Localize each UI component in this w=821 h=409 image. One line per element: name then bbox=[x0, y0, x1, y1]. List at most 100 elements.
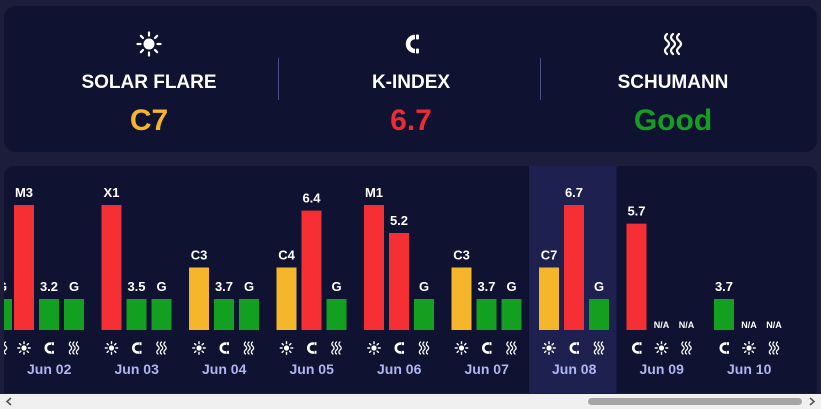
magnet-icon bbox=[719, 342, 729, 354]
sun-icon bbox=[742, 341, 756, 355]
magnet-icon bbox=[132, 342, 142, 354]
waves-icon bbox=[506, 341, 517, 355]
metric-value: 6.7 bbox=[390, 104, 432, 137]
date-label: Jun 04 bbox=[202, 361, 247, 377]
schumann-bar bbox=[64, 299, 84, 330]
schumann-bar bbox=[501, 299, 522, 330]
magnet-icon bbox=[569, 342, 579, 354]
sun-icon bbox=[367, 341, 381, 355]
na-label: N/A bbox=[741, 320, 757, 330]
sun-icon bbox=[104, 341, 119, 355]
flare-label: M3 bbox=[15, 185, 33, 200]
schumann-label: G bbox=[244, 279, 254, 294]
divider bbox=[278, 58, 279, 100]
day-group-partial: G bbox=[4, 279, 12, 355]
history-chart: G M3 3.2 G Jun 02 X1 3.5 G Jun 03 C3 3.7 G Jun 04 C4 6… bbox=[4, 166, 782, 393]
summary-card: SOLAR FLARE C7 K-INDEX 6.7 SCHUMANN Good bbox=[4, 6, 817, 152]
kp-label: 3.7 bbox=[477, 279, 495, 294]
kp-label: 3.5 bbox=[127, 279, 145, 294]
waves-icon bbox=[681, 341, 692, 355]
kp-bar bbox=[476, 299, 497, 330]
waves-icon bbox=[593, 341, 605, 355]
sun-icon bbox=[454, 341, 469, 355]
flare-bar bbox=[101, 205, 122, 330]
day-group-jun-10: 3.7 N/A N/A Jun 10 bbox=[714, 279, 782, 377]
day-group-jun-03: X1 3.5 G Jun 03 bbox=[101, 185, 172, 377]
date-label: Jun 09 bbox=[640, 361, 685, 377]
sun-icon bbox=[542, 341, 556, 355]
waves-icon bbox=[156, 341, 167, 355]
na-label: N/A bbox=[766, 320, 782, 330]
schumann-bar bbox=[414, 299, 434, 330]
kp-label: 3.7 bbox=[215, 279, 233, 294]
flare-bar bbox=[364, 205, 384, 330]
schumann-bar bbox=[4, 299, 12, 330]
schumann-bar bbox=[589, 299, 609, 330]
day-group-jun-09: 5.7 N/A N/A Jun 09 bbox=[626, 204, 695, 377]
date-label: Jun 06 bbox=[377, 361, 422, 377]
schumann-label: G bbox=[594, 279, 604, 294]
kp-bar bbox=[714, 299, 734, 330]
flare-label: M1 bbox=[365, 185, 383, 200]
metric-label: SOLAR FLARE bbox=[81, 72, 217, 93]
kp-bar bbox=[389, 232, 409, 330]
metric-value: C7 bbox=[129, 104, 169, 137]
kp-label: 3.2 bbox=[40, 279, 58, 294]
date-label: Jun 05 bbox=[290, 361, 335, 377]
horizontal-scrollbar[interactable] bbox=[0, 394, 821, 409]
flare-label: C3 bbox=[191, 248, 208, 263]
date-label: Jun 07 bbox=[465, 361, 510, 377]
magnet-icon bbox=[632, 342, 642, 354]
schumann-label: G bbox=[331, 279, 341, 294]
kp-label: 3.7 bbox=[715, 279, 733, 294]
metric-label: K-INDEX bbox=[371, 72, 451, 93]
kp-label: 5.7 bbox=[627, 204, 645, 219]
date-label: Jun 10 bbox=[727, 361, 772, 377]
waves-icon bbox=[768, 341, 780, 355]
scrollbar-thumb[interactable] bbox=[588, 398, 802, 405]
waves-icon bbox=[331, 341, 342, 355]
na-label: N/A bbox=[654, 320, 670, 330]
schumann-label: G bbox=[4, 279, 7, 294]
schumann-label: G bbox=[69, 279, 79, 294]
magnet-icon bbox=[482, 342, 492, 354]
kp-bar bbox=[126, 299, 147, 330]
flare-label: C3 bbox=[453, 248, 470, 263]
sun-icon bbox=[17, 341, 31, 355]
flare-bar bbox=[539, 267, 559, 330]
kp-bar bbox=[301, 210, 322, 330]
metric-label: SCHUMANN bbox=[617, 72, 729, 93]
sun-icon bbox=[192, 341, 206, 355]
day-group-jun-04: C3 3.7 G Jun 04 bbox=[189, 248, 259, 377]
date-label: Jun 03 bbox=[115, 361, 160, 377]
kp-label: 6.7 bbox=[565, 185, 583, 200]
kp-bar bbox=[626, 223, 647, 330]
magnet-icon bbox=[307, 342, 317, 354]
sun-icon bbox=[14, 31, 284, 57]
schumann-bar bbox=[239, 299, 259, 330]
kp-label: 5.2 bbox=[390, 213, 408, 228]
magnet-icon bbox=[44, 342, 54, 354]
metric-solar-flare: SOLAR FLARE C7 bbox=[14, 6, 284, 152]
sun-icon bbox=[654, 341, 669, 355]
scroll-right-arrow-icon[interactable] bbox=[807, 396, 817, 407]
waves-icon bbox=[418, 341, 430, 355]
flare-label: C4 bbox=[278, 248, 295, 263]
schumann-bar bbox=[151, 299, 172, 330]
history-panel[interactable]: G M3 3.2 G Jun 02 X1 3.5 G Jun 03 C3 3.7 G Jun 04 C4 6… bbox=[4, 166, 817, 393]
scroll-left-arrow-icon[interactable] bbox=[4, 396, 14, 407]
magnet-icon bbox=[394, 342, 404, 354]
schumann-label: G bbox=[419, 279, 429, 294]
day-group-jun-08: C7 6.7 G Jun 08 bbox=[529, 166, 617, 393]
schumann-label: G bbox=[506, 279, 516, 294]
waves-icon bbox=[68, 341, 80, 355]
magnet-icon bbox=[276, 31, 546, 57]
flare-label: X1 bbox=[104, 185, 120, 200]
date-label: Jun 02 bbox=[27, 361, 72, 377]
waves-icon bbox=[243, 341, 255, 355]
sun-icon bbox=[279, 341, 294, 355]
flare-bar bbox=[189, 267, 209, 330]
waves-icon bbox=[4, 341, 8, 355]
kp-bar bbox=[214, 299, 234, 330]
day-group-jun-05: C4 6.4 G Jun 05 bbox=[276, 191, 347, 377]
